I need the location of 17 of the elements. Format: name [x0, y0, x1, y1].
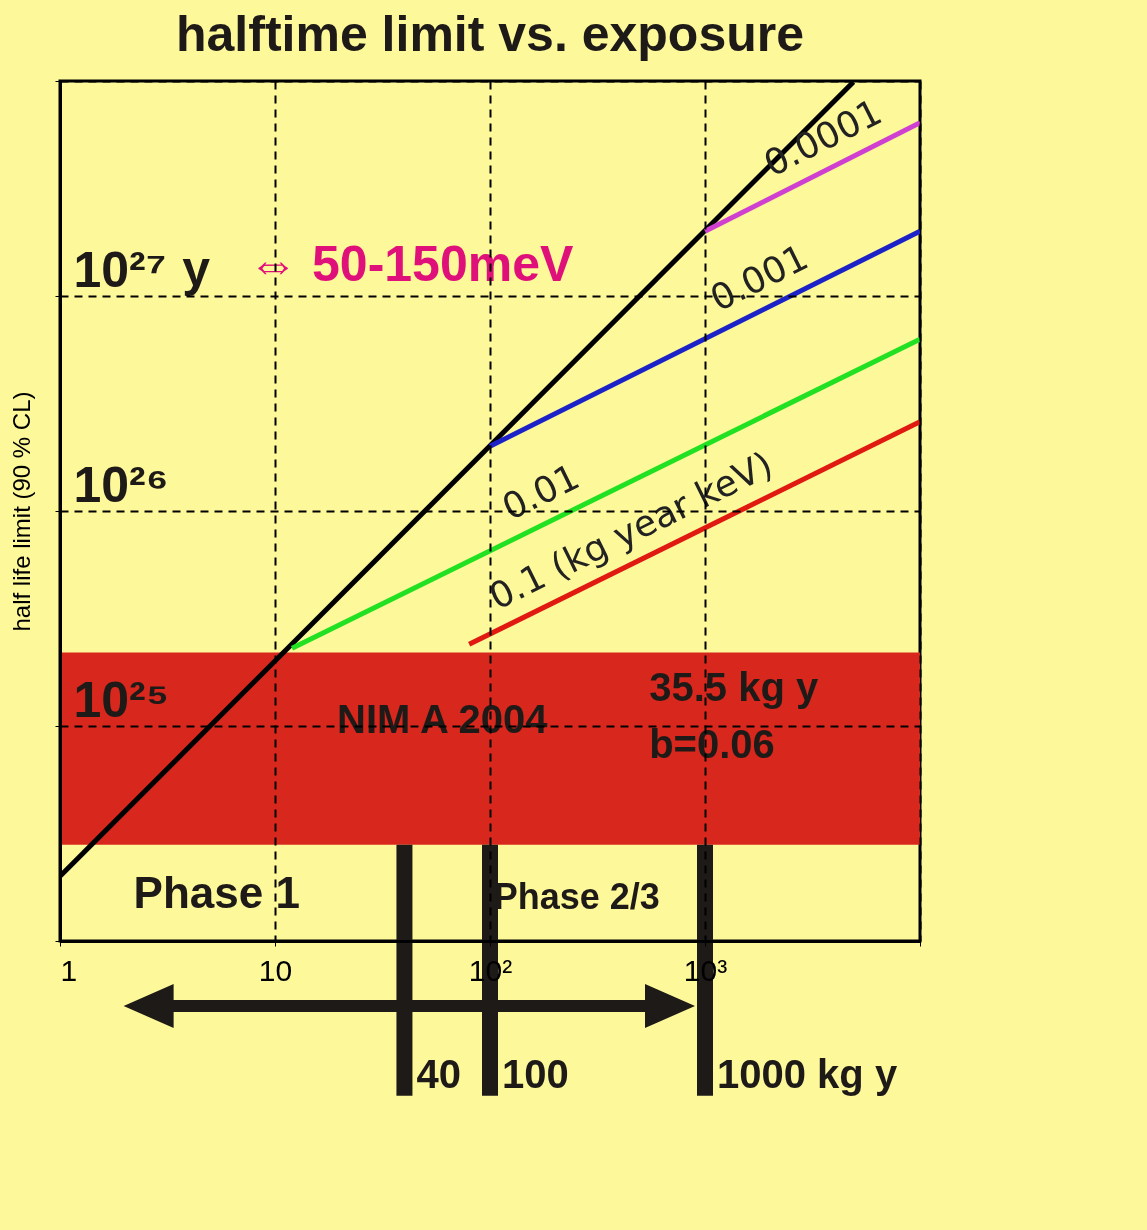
annotation: ⇔ 50-150meV — [248, 236, 574, 293]
y-tick-label: 10²⁷ — [73, 241, 167, 298]
ref-line-label: 100 — [502, 1051, 569, 1096]
y-tick-label: 10²⁵ — [73, 671, 170, 728]
chart-title: halftime limit vs. exposure — [176, 5, 804, 62]
ref-line-label: 40 — [416, 1051, 461, 1096]
ref-line-label: 1000 kg y — [717, 1051, 898, 1096]
annotation: Phase 1 — [133, 867, 300, 917]
x-tick-label: 10 — [258, 953, 293, 987]
y-tick-label: 10²⁶ — [73, 456, 169, 513]
text: 0.01 — [495, 455, 586, 528]
annotation: b=0.06 — [649, 722, 775, 767]
y-axis-title: half life limit (90 % CL) — [8, 391, 35, 632]
annotation: Phase 2/3 — [493, 875, 660, 917]
annotation: y — [182, 241, 211, 297]
x-tick-label: 1 — [60, 953, 78, 987]
annotation: 35.5 kg y — [649, 664, 819, 709]
